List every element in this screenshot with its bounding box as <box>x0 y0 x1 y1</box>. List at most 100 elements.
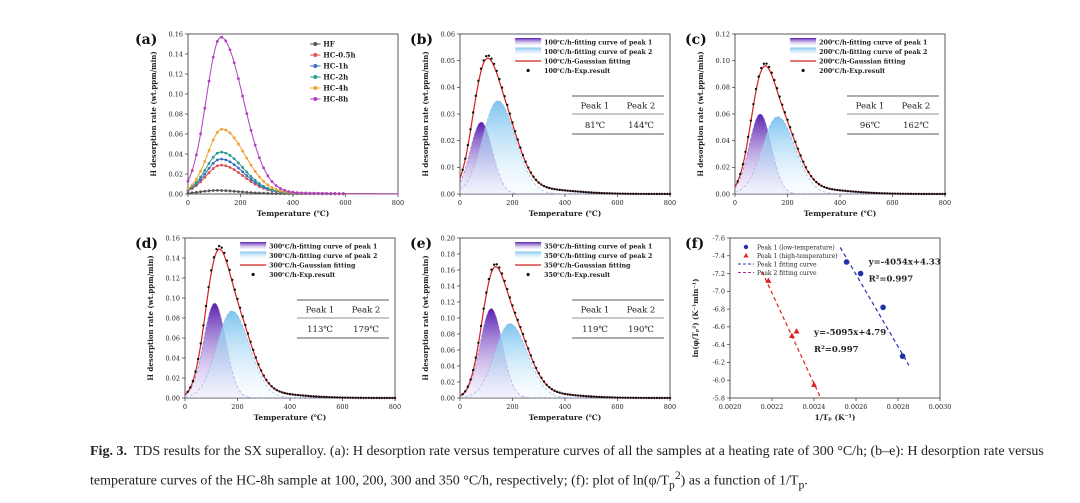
exp-point <box>778 95 781 98</box>
data-point <box>216 158 219 162</box>
exp-point <box>378 396 381 400</box>
exp-point <box>516 318 519 322</box>
x-tick-label: 0.0026 <box>845 403 868 411</box>
data-point <box>207 148 211 152</box>
exp-point <box>479 324 483 328</box>
exp-point <box>296 393 300 397</box>
data-point <box>253 178 257 182</box>
exp-point <box>804 166 808 169</box>
legend-marker <box>313 86 318 90</box>
data-point <box>249 174 253 178</box>
y-axis-label: H desorption rate (wt.ppm/min) <box>146 255 155 380</box>
exp-point <box>912 192 915 196</box>
caption-tail: ) as a function of 1/T <box>680 473 799 489</box>
legend-label: 300℃/h-fitting curve of peak 1 <box>269 244 377 251</box>
exp-point <box>770 71 773 74</box>
data-point <box>216 189 219 192</box>
exp-point <box>754 87 758 91</box>
exp-point <box>315 395 318 398</box>
data-point <box>216 151 219 155</box>
data-point <box>270 180 274 183</box>
exp-point <box>259 369 263 372</box>
data-point <box>880 304 886 311</box>
exp-point <box>943 192 947 196</box>
data-point <box>249 191 253 194</box>
exp-point <box>471 111 475 114</box>
exp-point <box>650 396 653 400</box>
y-tick-label: 0.06 <box>716 110 730 118</box>
chart-e: 0 200 400 600 800 0.00 0.02 0.04 0.06 0.08 0.10 0.1… <box>410 234 676 422</box>
exp-point <box>304 394 307 397</box>
exp-point <box>605 396 609 399</box>
exp-point <box>592 395 596 398</box>
caption-end: . <box>804 473 808 489</box>
exp-point <box>590 191 593 194</box>
exp-point <box>576 394 580 397</box>
exp-point <box>391 396 394 400</box>
y-tick-label: 0.02 <box>169 170 183 178</box>
data-point <box>211 161 215 165</box>
legend-label: HC-4h <box>323 84 348 93</box>
exp-point <box>388 396 391 400</box>
peak2-fit-area <box>185 311 369 398</box>
data-point <box>211 155 215 159</box>
exp-point <box>466 143 470 147</box>
exp-point <box>503 279 506 283</box>
exp-point <box>466 385 470 388</box>
exp-point <box>215 247 218 251</box>
table-cell: 144℃ <box>628 121 654 131</box>
exp-point <box>930 192 934 196</box>
exp-point <box>291 393 294 396</box>
fit-r2: R²=0.997 <box>814 345 859 355</box>
data-point <box>220 35 223 39</box>
y-tick-label: 0.16 <box>166 234 180 242</box>
data-point <box>266 186 270 190</box>
exp-point <box>613 192 617 195</box>
data-point <box>186 191 190 195</box>
data-point <box>262 191 265 195</box>
data-point <box>266 174 270 178</box>
table-header: Peak 1 <box>306 306 335 316</box>
exp-point <box>479 67 483 70</box>
exp-point <box>498 266 501 269</box>
exp-point <box>859 190 863 194</box>
series-line-HC-4h <box>187 128 398 195</box>
y-tick-label: 0.02 <box>166 374 180 382</box>
data-point <box>232 163 236 167</box>
data-point <box>237 77 240 81</box>
fit-r2: R²=0.997 <box>869 275 914 285</box>
exp-point <box>647 396 651 400</box>
exp-point <box>375 396 378 400</box>
exp-point <box>611 396 614 399</box>
x-tick-label: 0 <box>183 403 187 411</box>
exp-point <box>603 191 606 195</box>
data-point <box>333 192 337 195</box>
exp-point <box>600 191 603 195</box>
exp-point <box>574 190 577 193</box>
exp-point <box>349 396 352 399</box>
exp-point <box>380 396 384 400</box>
exp-point <box>312 395 315 398</box>
exp-point <box>626 192 630 195</box>
x-tick-label: 400 <box>834 199 846 207</box>
panel-letter: (d) <box>135 236 158 252</box>
y-tick-label: 0.10 <box>716 57 730 65</box>
exp-point <box>621 396 624 399</box>
y-tick-label: 0.04 <box>716 137 730 145</box>
exp-point <box>346 396 349 399</box>
y-tick-label: 0.02 <box>441 378 455 386</box>
exp-point <box>233 288 237 291</box>
legend-marker <box>801 68 805 73</box>
exp-point <box>464 390 467 393</box>
exp-point <box>563 392 567 396</box>
x-tick-label: 400 <box>559 403 571 411</box>
exp-point <box>639 192 643 196</box>
exp-point <box>582 394 585 398</box>
exp-point <box>739 172 742 176</box>
exp-point <box>286 392 289 395</box>
exp-point <box>888 192 892 195</box>
exp-point <box>351 396 355 399</box>
data-point <box>199 180 202 184</box>
y-tick-label: 0.08 <box>441 330 455 338</box>
exp-point <box>938 192 941 196</box>
